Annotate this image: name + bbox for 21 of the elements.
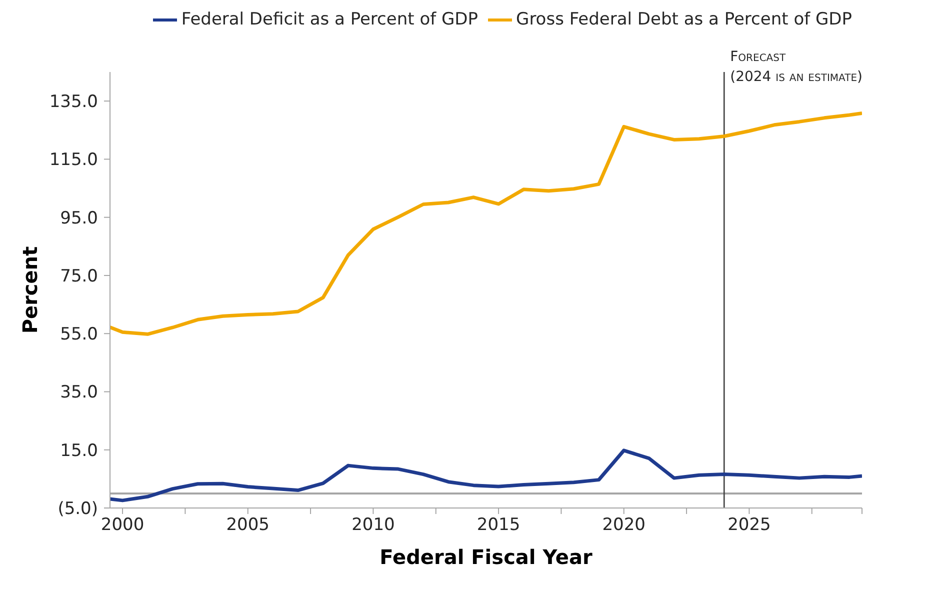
x-tick-label: 2020	[602, 515, 646, 535]
y-tick-label: (5.0)	[58, 499, 98, 519]
ref-line-label: Forecast (2024 is an estimate)	[730, 49, 863, 85]
y-tick-label: 115.0	[49, 150, 98, 170]
line-series	[110, 112, 862, 336]
x-axis-title: Federal Fiscal Year	[380, 545, 592, 569]
y-tick-label: 135.0	[49, 92, 98, 112]
x-tick-label: 2005	[226, 515, 270, 535]
y-tick-label: 75.0	[60, 266, 98, 286]
y-axis-title: Percent	[18, 246, 42, 334]
y-tick-label: 35.0	[60, 382, 98, 403]
x-tick-label: 2025	[728, 515, 771, 535]
x-tick-label: 2000	[100, 515, 144, 535]
legend-label: Gross Federal Debt as a Percent of GDP	[516, 10, 852, 30]
x-tick-label: 2010	[352, 515, 395, 535]
y-tick-label: 15.0	[60, 440, 98, 461]
x-tick-label: 2015	[476, 515, 520, 535]
legend-label: Federal Deficit as a Percent of GDP	[181, 10, 478, 30]
y-tick-label: 95.0	[60, 208, 98, 228]
line-series	[110, 448, 862, 502]
y-tick-label: 55.0	[60, 324, 98, 345]
